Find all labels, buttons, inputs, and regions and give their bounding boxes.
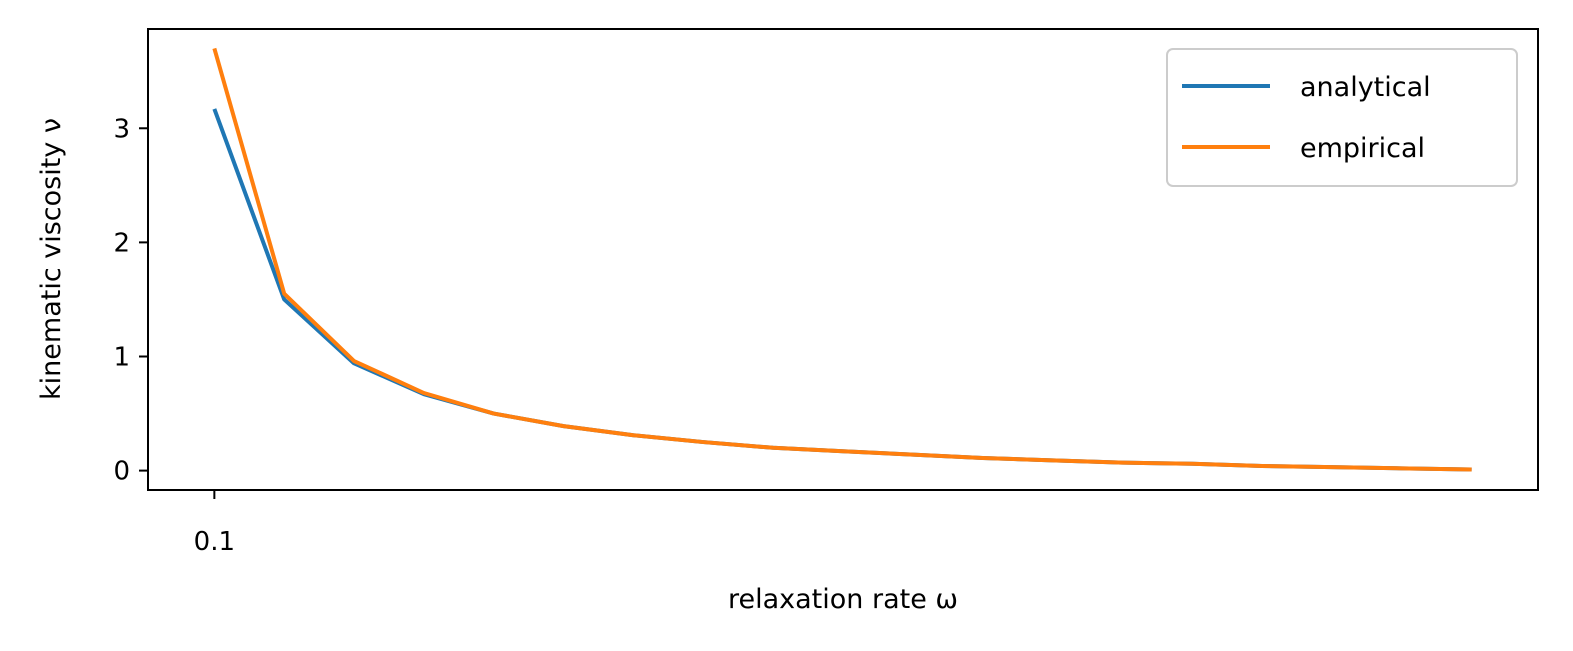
legend: analytical empirical (1166, 48, 1518, 187)
plot-series (212, 47, 1472, 472)
y-tick-label: 2 (113, 228, 130, 258)
y-tick-label: 3 (113, 114, 130, 144)
y-axis-label: kinematic viscosity ν (36, 118, 67, 400)
plot-frame (147, 28, 1539, 491)
y-axis: 0 1 2 3 (113, 114, 148, 487)
series-line-empirical (212, 47, 1472, 472)
x-axis: 0.1 (194, 490, 235, 557)
x-axis-label: relaxation rate ω (728, 584, 958, 615)
y-tick-label: 0 (113, 457, 130, 487)
legend-label-empirical: empirical (1300, 133, 1425, 164)
x-tick-label: 0.1 (194, 527, 235, 557)
legend-box (1166, 48, 1518, 187)
legend-label-analytical: analytical (1300, 72, 1431, 103)
y-tick-label: 1 (113, 342, 130, 372)
